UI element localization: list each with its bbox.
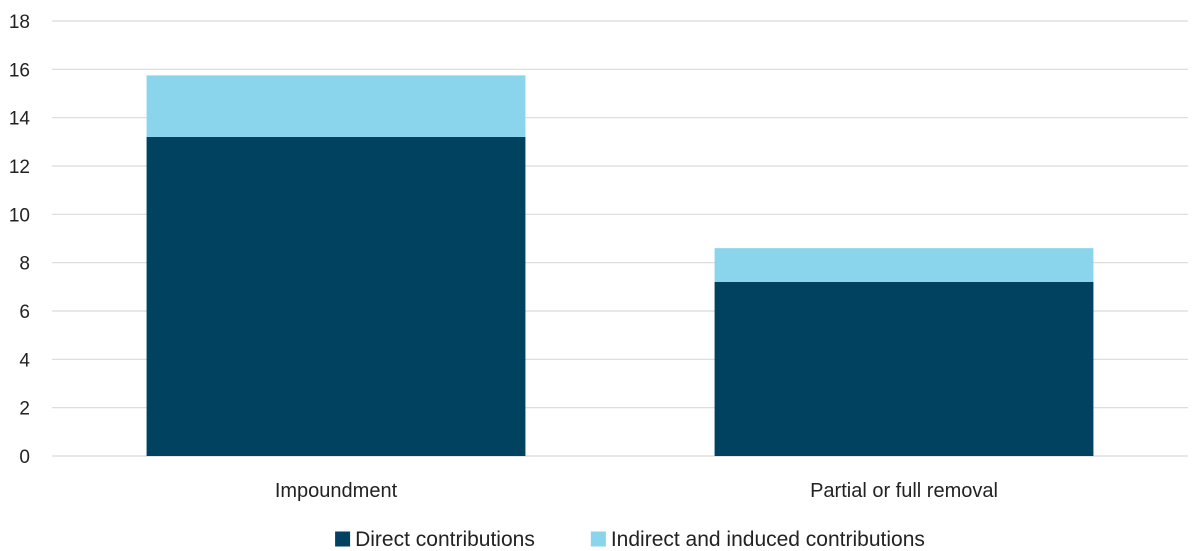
- legend: Direct contributions Indirect and induced…: [335, 528, 925, 551]
- x-axis-labels: Impoundment Partial or full removal: [275, 480, 998, 502]
- y-tick-label-2: 2: [19, 399, 30, 420]
- y-tick-label-0: 0: [19, 447, 30, 468]
- y-tick-label-4: 4: [19, 350, 30, 371]
- bar-layer: [146, 75, 1094, 456]
- y-tick-label-12: 12: [9, 157, 30, 178]
- bar-direct-1: [714, 282, 1094, 456]
- legend-label-1: Indirect and induced contributions: [611, 528, 925, 551]
- y-axis-ticks: 0 2 4 6 8 10 12 14 16 18: [9, 12, 31, 468]
- y-tick-label-10: 10: [9, 205, 30, 226]
- bar-indirect-1: [714, 248, 1094, 282]
- x-category-label-0: Impoundment: [275, 480, 398, 502]
- legend-swatch-1: [590, 531, 606, 547]
- y-tick-label-16: 16: [9, 60, 30, 81]
- y-tick-label-18: 18: [9, 12, 30, 33]
- bar-indirect-0: [146, 75, 526, 137]
- y-tick-label-8: 8: [19, 254, 30, 275]
- legend-swatch-0: [335, 531, 351, 547]
- y-tick-label-14: 14: [9, 109, 31, 130]
- legend-label-0: Direct contributions: [355, 528, 535, 551]
- bar-direct-0: [146, 137, 526, 456]
- x-category-label-1: Partial or full removal: [810, 480, 998, 502]
- y-tick-label-6: 6: [19, 302, 30, 323]
